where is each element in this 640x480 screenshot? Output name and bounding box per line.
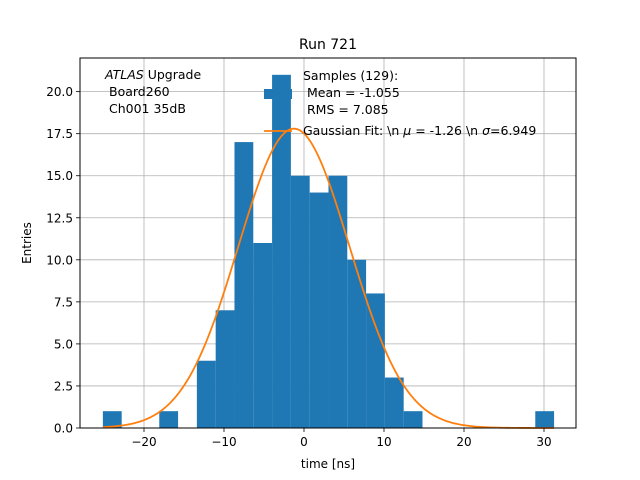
gaussian-fit: [102, 127, 555, 429]
x-tick-label: 0: [300, 435, 308, 449]
x-axis-label: time [ns]: [301, 457, 355, 471]
annotation-line-1: ATLAS Upgrade: [104, 67, 201, 82]
chart-title: Run 721: [299, 37, 357, 53]
legend-hist-mean: Mean = -1.055: [307, 85, 400, 100]
histogram-bar: [215, 310, 235, 428]
y-tick-label: 7.5: [54, 295, 73, 309]
legend-fit-label: Gaussian Fit: \n μ = -1.26 \n σ=6.949: [303, 123, 536, 138]
y-tick-label: 17.5: [46, 127, 73, 141]
histogram-bars: [102, 74, 555, 429]
gaussian-fit-curve: [102, 127, 555, 429]
atlas-annotation: ATLAS Upgrade Board260 Ch001 35dB: [104, 67, 201, 116]
histogram-bar: [384, 377, 404, 428]
y-tick-label: 5.0: [54, 337, 73, 351]
x-tick-label: 20: [456, 435, 471, 449]
histogram-bar: [328, 175, 348, 428]
x-tick-label: −10: [211, 435, 236, 449]
annotation-atlas: ATLAS: [104, 67, 144, 82]
x-tick-label: 30: [536, 435, 551, 449]
x-axis-ticks: −20 −10 0 10 20 30: [131, 428, 552, 449]
y-axis-label: Entries: [20, 222, 34, 264]
y-tick-label: 15.0: [46, 169, 73, 183]
histogram-bar: [159, 411, 179, 428]
y-tick-label: 10.0: [46, 253, 73, 267]
legend-hist-swatch: [264, 89, 292, 99]
histogram-bar: [535, 411, 555, 428]
histogram-bar: [309, 192, 329, 428]
histogram-bar: [272, 74, 291, 429]
histogram-bar: [290, 175, 310, 428]
y-tick-label: 20.0: [46, 85, 73, 99]
legend-fit-mu-symbol: μ: [402, 123, 411, 138]
histogram-bar: [366, 293, 385, 428]
legend-hist-title: Samples (129):: [303, 68, 398, 83]
x-tick-label: −20: [131, 435, 156, 449]
y-tick-label: 0.0: [54, 422, 73, 436]
legend-fit-mu: = -1.26 \n: [411, 123, 482, 138]
histogram-bar: [196, 360, 216, 428]
annotation-board: Board260: [109, 84, 170, 99]
annotation-channel: Ch001 35dB: [109, 101, 186, 116]
histogram-bar: [347, 259, 367, 428]
legend-fit-sigma-symbol: σ: [482, 123, 491, 138]
legend-hist-rms: RMS = 7.085: [307, 102, 389, 117]
x-tick-label: 10: [376, 435, 391, 449]
histogram-bar: [102, 411, 122, 428]
y-tick-label: 12.5: [46, 211, 73, 225]
plot-frame: [79, 57, 577, 429]
histogram-bar: [234, 142, 254, 428]
histogram-bar: [253, 243, 273, 428]
histogram-bar: [403, 411, 423, 428]
y-axis-ticks: 0.0 2.5 5.0 7.5 10.0 12.5 15.0 17.5 20.0: [46, 85, 80, 436]
annotation-upgrade: Upgrade: [144, 67, 202, 82]
y-tick-label: 2.5: [54, 379, 73, 393]
legend: Samples (129): Mean = -1.055 RMS = 7.085…: [264, 68, 536, 138]
legend-fit-sigma: =6.949: [490, 123, 536, 138]
legend-fit-prefix: Gaussian Fit: \n: [303, 123, 403, 138]
